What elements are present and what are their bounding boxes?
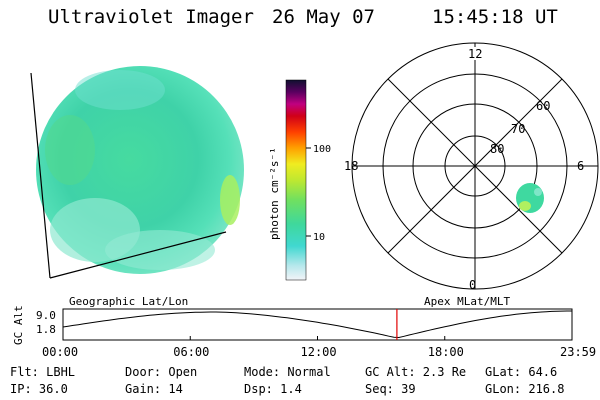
timeline-x-tick-label: 06:00 (173, 345, 209, 359)
earth-limb-lines (30, 72, 227, 279)
info-field-value: 14 (168, 382, 183, 396)
info-field: Flt: LBHL (10, 365, 75, 379)
timeline-y-tick: 9.0 (36, 309, 56, 322)
polar-labels: 12 18 6 0 60 70 80 (344, 47, 584, 292)
info-field-value: 216.8 (528, 382, 565, 396)
info-field-label: Seq: (365, 382, 402, 396)
info-field-label: Dsp: (244, 382, 281, 396)
colorbar-unit-label: photon cm⁻²s⁻¹ (268, 147, 281, 240)
info-field: Door: Open (125, 365, 197, 379)
info-field-label: GLon: (485, 382, 529, 396)
info-field-label: Flt: (10, 365, 47, 379)
info-field-value: LBHL (46, 365, 76, 379)
info-field-label: GC Alt: (365, 365, 423, 379)
info-field-label: Gain: (125, 382, 169, 396)
timeline-left-title: Geographic Lat/Lon (69, 295, 188, 308)
mlat-label-70: 70 (511, 122, 525, 136)
observation-time: 15:45:18 UT (432, 6, 558, 28)
info-field: GLat: 64.6 (485, 365, 557, 379)
polar-mlt-plot (351, 42, 599, 290)
timeline-panel: Geographic Lat/Lon Apex MLat/MLT GC Alt … (12, 295, 596, 359)
info-field-label: GLat: (485, 365, 529, 379)
instrument-title: Ultraviolet Imager (48, 6, 254, 28)
info-field-label: Door: (125, 365, 169, 379)
auroral-blob (516, 183, 544, 213)
info-field-label: IP: (10, 382, 39, 396)
mlt-label-18: 18 (344, 159, 358, 173)
info-field-label: Mode: (244, 365, 288, 379)
timeline-right-title: Apex MLat/MLT (424, 295, 510, 308)
info-field-value: Normal (287, 365, 331, 379)
header: Ultraviolet Imager 26 May 07 15:45:18 UT (0, 6, 600, 32)
info-field: Seq: 39 (365, 382, 416, 396)
info-field: Gain: 14 (125, 382, 183, 396)
intensity-colorbar: 100 10 photon cm⁻²s⁻¹ (268, 79, 331, 281)
colorbar-tick-label: 10 (313, 232, 325, 243)
mlt-label-12: 12 (468, 47, 482, 61)
colorbar-tick-label: 100 (313, 144, 331, 155)
mlt-label-0: 0 (469, 278, 476, 292)
info-field-value: 2.3 Re (422, 365, 467, 379)
timeline-x-tick-label: 12:00 (301, 345, 337, 359)
timeline-x-tick-label: 18:00 (428, 345, 464, 359)
info-field-value: Open (168, 365, 198, 379)
uv-image-disk (36, 66, 244, 274)
info-field: Dsp: 1.4 (244, 382, 302, 396)
timeline-x-tick-label: 23:59 (560, 345, 596, 359)
info-field: Mode: Normal (244, 365, 331, 379)
timeline-y-tick: 1.8 (36, 323, 56, 336)
info-field-value: 1.4 (280, 382, 302, 396)
info-field-value: 36.0 (38, 382, 68, 396)
mlat-label-80: 80 (490, 142, 504, 156)
info-field-value: 64.6 (528, 365, 558, 379)
mlt-label-6: 6 (577, 159, 584, 173)
altitude-curve (62, 310, 572, 339)
timeline-axis-label: GC Alt (12, 305, 25, 345)
observation-date: 26 May 07 (272, 6, 375, 28)
info-field: GLon: 216.8 (485, 382, 564, 396)
info-field-value: 39 (401, 382, 416, 396)
info-field: IP: 36.0 (10, 382, 68, 396)
info-field: GC Alt: 2.3 Re (365, 365, 466, 379)
mlat-label-60: 60 (536, 99, 550, 113)
timeline-x-tick-label: 00:00 (42, 345, 78, 359)
